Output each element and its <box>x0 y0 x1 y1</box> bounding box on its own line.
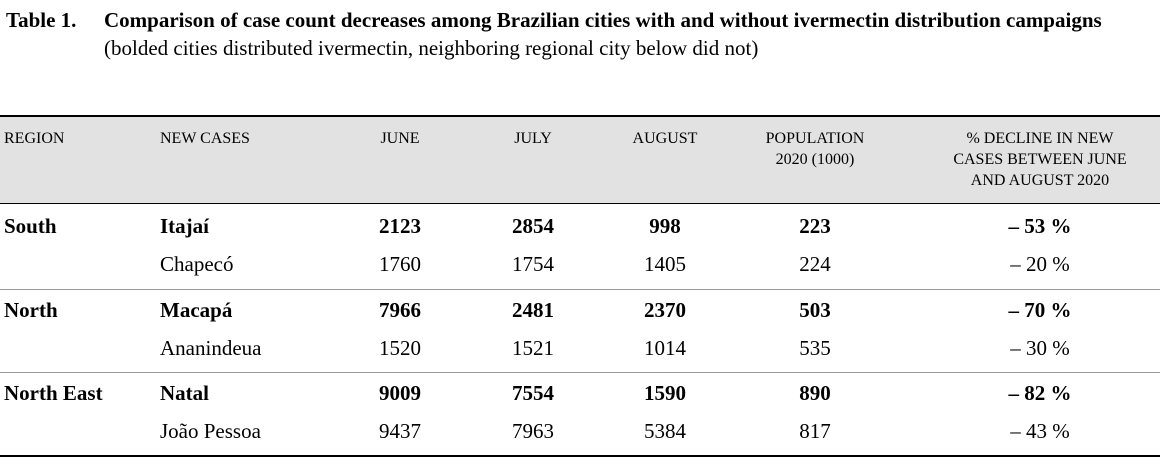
cell-august: 5384 <box>644 419 686 443</box>
cell-july: 7554 <box>512 381 554 405</box>
cell-city: João Pessoa <box>160 419 261 443</box>
cell-august: 1405 <box>644 252 686 276</box>
cell-population: 535 <box>799 336 831 360</box>
header-decline-line2: CASES BETWEEN JUNE <box>953 151 1127 168</box>
cell-population: 223 <box>799 214 831 238</box>
cell-city: Natal <box>160 381 209 405</box>
cell-city: Itajaí <box>160 214 209 238</box>
table-title: Comparison of case count decreases among… <box>104 6 1146 62</box>
cell-region: North <box>4 298 58 322</box>
header-decline-line3: AND AUGUST 2020 <box>970 172 1110 189</box>
group-separator <box>0 372 1160 373</box>
cell-city: Ananindeua <box>160 336 262 360</box>
cell-population: 817 <box>799 419 831 443</box>
cell-decline: – 43 % <box>1010 419 1070 443</box>
cell-decline: – 70 % <box>1008 298 1072 322</box>
cell-august: 2370 <box>644 298 686 322</box>
cell-june: 2123 <box>379 214 421 238</box>
header-decline: % DECLINE IN NEW CASES BETWEEN JUNE AND … <box>930 128 1150 191</box>
cell-august: 998 <box>649 214 681 238</box>
cell-decline: – 20 % <box>1010 252 1070 276</box>
cell-june: 7966 <box>379 298 421 322</box>
header-rule <box>0 203 1160 204</box>
top-rule <box>0 115 1160 117</box>
header-june: JUNE <box>380 130 420 147</box>
header-population: POPULATION 2020 (1000) <box>750 128 880 170</box>
header-new-cases: NEW CASES <box>160 130 250 147</box>
header-august: AUGUST <box>632 130 698 147</box>
cell-city: Chapecó <box>160 252 234 276</box>
cell-population: 503 <box>799 298 831 322</box>
cell-july: 2481 <box>512 298 554 322</box>
table-label: Table 1. <box>6 8 77 32</box>
table-caption: Table 1. Comparison of case count decrea… <box>6 6 1146 62</box>
cell-june: 1520 <box>379 336 421 360</box>
cell-decline: – 30 % <box>1010 336 1070 360</box>
bottom-rule <box>0 455 1160 457</box>
header-row: REGION NEW CASES JUNE JULY AUGUST POPULA… <box>0 117 1160 203</box>
cell-population: 224 <box>799 252 831 276</box>
table-title-rest: (bolded cities distributed ivermectin, n… <box>104 36 759 60</box>
cell-population: 890 <box>799 381 831 405</box>
cell-july: 1521 <box>512 336 554 360</box>
header-region: REGION <box>4 130 65 147</box>
header-decline-line1: % DECLINE IN NEW <box>966 130 1114 147</box>
header-july: JULY <box>514 130 552 147</box>
cell-june: 9437 <box>379 419 421 443</box>
table-title-bold: Comparison of case count decreases among… <box>104 8 1102 32</box>
cell-august: 1590 <box>644 381 686 405</box>
group-separator <box>0 289 1160 290</box>
cell-decline: – 82 % <box>1008 381 1072 405</box>
cell-july: 2854 <box>512 214 554 238</box>
cell-region: North East <box>4 381 103 405</box>
cell-city: Macapá <box>160 298 233 322</box>
cell-june: 9009 <box>379 381 421 405</box>
header-population-line1: POPULATION <box>765 130 865 147</box>
cell-region: South <box>4 214 57 238</box>
header-population-line2: 2020 (1000) <box>775 151 855 168</box>
cell-june: 1760 <box>379 252 421 276</box>
cell-july: 1754 <box>512 252 554 276</box>
cell-decline: – 53 % <box>1008 214 1072 238</box>
cell-august: 1014 <box>644 336 686 360</box>
cell-july: 7963 <box>512 419 554 443</box>
